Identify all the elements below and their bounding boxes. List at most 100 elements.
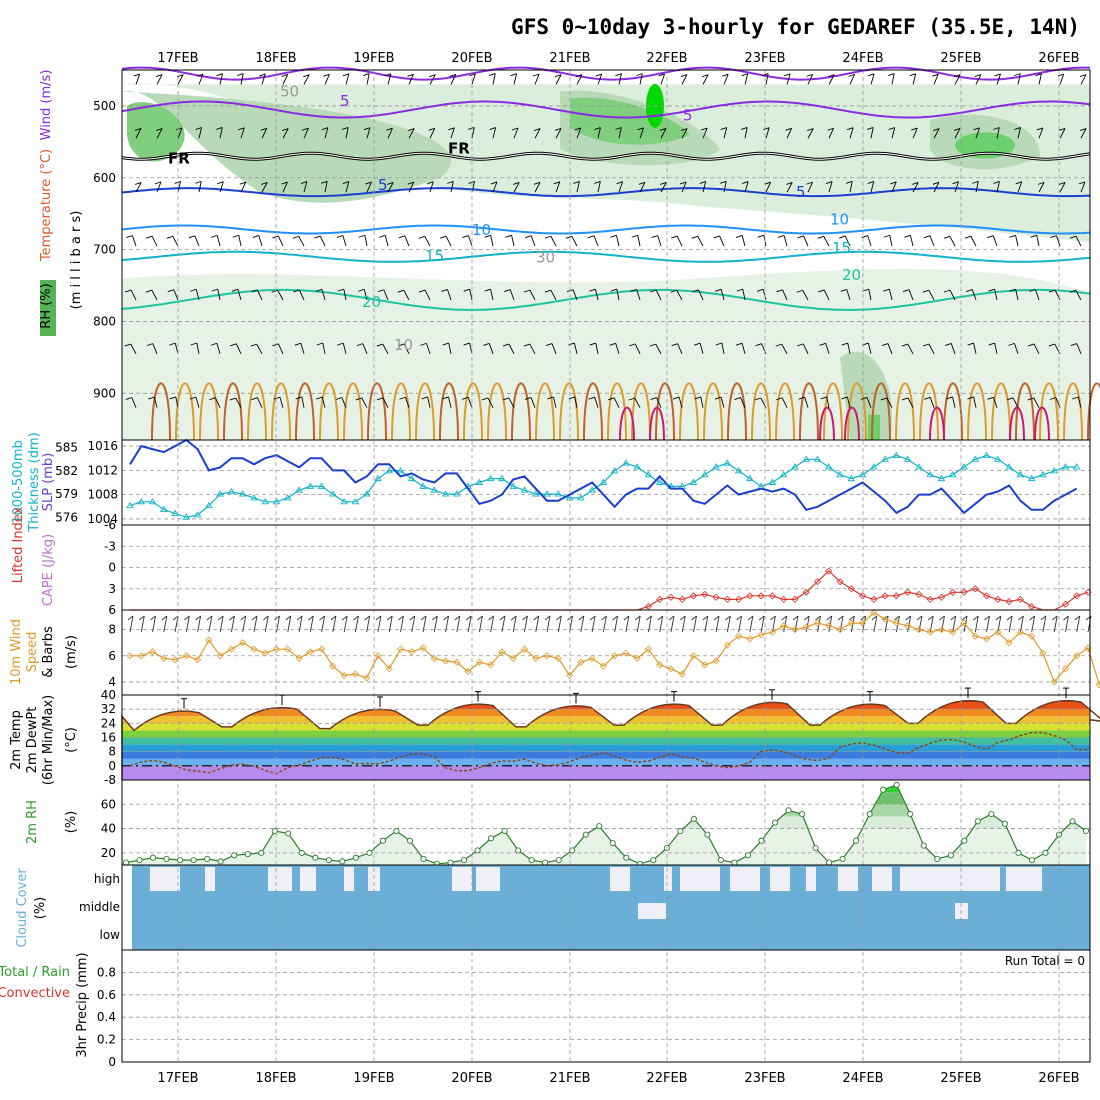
upper-wind-barb [1015, 289, 1019, 300]
upper-wind-barb [702, 127, 708, 139]
thickness-axis-label: 1000-500mb [11, 440, 26, 524]
temp-tick-label: 16 [101, 731, 116, 745]
wind10-point [735, 632, 743, 640]
upper-wind-barb-flag [631, 234, 638, 238]
thickness-point [205, 501, 213, 509]
thickness-point [746, 474, 754, 482]
upper-wind-barb-flag [840, 288, 847, 292]
thickness-point [419, 482, 427, 489]
upper-wind-barb-flag [741, 73, 748, 77]
upper-wind-barb-flag [573, 180, 580, 184]
theta-e-contour [271, 382, 291, 441]
rh2m-point [312, 854, 319, 861]
upper-wind-barb [888, 289, 893, 301]
wind10-point [363, 674, 371, 682]
upper-wind-barb-flag [952, 181, 959, 185]
upper-wind-barb-flag [1078, 181, 1086, 185]
upper-wind-barb [1075, 290, 1082, 301]
upper-wind-barb [807, 181, 813, 193]
wind10-point [813, 619, 822, 627]
upper-wind-barb [996, 73, 1001, 85]
upper-wind-barb-flag [701, 127, 708, 131]
high-cloud-gap [300, 867, 316, 891]
wind10-barb [332, 615, 337, 633]
upper-wind-barb [912, 182, 919, 193]
thickness-point [577, 494, 585, 501]
upper-wind-barb-flag [342, 181, 350, 184]
upper-wind-barb-flag [720, 127, 727, 131]
upper-wind-barb [572, 289, 578, 301]
upper-wind-barb-flag [912, 182, 919, 185]
upper-wind-barb-flag [722, 73, 729, 77]
date-label-top: 18FEB [255, 51, 296, 66]
upper-wind-barb-flag [943, 235, 950, 239]
wind10-barb-flag [454, 615, 461, 621]
upper-wind-barb-flag [462, 396, 469, 400]
upper-wind-barb-flag [489, 127, 496, 130]
upper-wind-barb [804, 397, 809, 408]
wind10-point [126, 652, 134, 660]
upper-wind-barb-flag [741, 127, 748, 130]
wind-tick-label: 6 [108, 649, 116, 663]
upper-wind-barb-flag [154, 181, 162, 185]
isotherm-20 [121, 288, 1091, 311]
theta-e-contour [823, 382, 843, 441]
rh2m-point [379, 837, 386, 844]
wind10-point [746, 635, 754, 643]
upper-wind-barb [656, 397, 662, 408]
upper-wind-barb [700, 396, 704, 408]
upper-wind-barb [277, 290, 284, 301]
upper-wind-barb [846, 289, 851, 301]
theta-e-contour [1015, 382, 1035, 441]
temp2m-line [121, 699, 1100, 780]
wind10-barb-flag [533, 615, 540, 621]
upper-wind-barb-flag [841, 396, 848, 400]
upper-wind-barb [928, 343, 935, 354]
upper-wind-barb [511, 235, 515, 247]
upper-wind-barb [196, 342, 200, 354]
upper-wind-barb [781, 343, 788, 355]
contour-label: 30 [536, 249, 555, 267]
upper-wind-barb [909, 235, 914, 247]
wind10-barb [264, 615, 269, 633]
upper-wind-barb [744, 73, 749, 85]
theta-e-contour [919, 382, 939, 441]
rh-tick-label: 60 [101, 797, 116, 811]
high-cloud-gap [730, 867, 760, 891]
middle-cloud-gap [638, 903, 666, 919]
upper-wind-barb-flag [713, 235, 720, 239]
theta-e-contour [775, 382, 795, 441]
theta-e-contour [439, 382, 459, 441]
cloud-level-label: middle [79, 900, 120, 914]
theta-e-high-contour [1034, 406, 1050, 441]
wind10-barb-flag [691, 615, 697, 621]
upper-wind-barb [828, 181, 833, 193]
rh2m-point [880, 786, 887, 793]
thickness-point [971, 455, 980, 462]
upper-wind-barb-flag [1069, 235, 1077, 239]
upper-wind-barb-flag [735, 342, 743, 346]
upper-wind-barb [235, 343, 242, 354]
wind10-barb [625, 615, 630, 633]
wind10-point [836, 626, 844, 634]
upper-wind-barb-flag [148, 396, 155, 400]
wind10-barb-flag [1029, 615, 1035, 621]
temp-band [122, 758, 1090, 766]
lifted-index-point [791, 595, 799, 603]
rh2m-point [204, 855, 211, 862]
thickness-point [216, 490, 224, 497]
upper-wind-barb-flag [946, 396, 953, 400]
upper-wind-barb-flag [848, 73, 855, 77]
upper-wind-barb [868, 289, 872, 300]
date-label-top: 17FEB [157, 51, 198, 66]
wind10-barb-flag [138, 615, 145, 621]
rh2m-point [258, 849, 265, 856]
upper-wind-barb [702, 181, 707, 193]
upper-wind-barb [973, 396, 977, 408]
upper-wind-barb-flag [638, 181, 646, 185]
upper-wind-barb [595, 342, 599, 354]
lifted-index-point [1016, 595, 1024, 603]
wind10-point [520, 645, 529, 653]
wind10-barb-flag [882, 615, 889, 621]
upper-wind-barb [194, 235, 200, 247]
